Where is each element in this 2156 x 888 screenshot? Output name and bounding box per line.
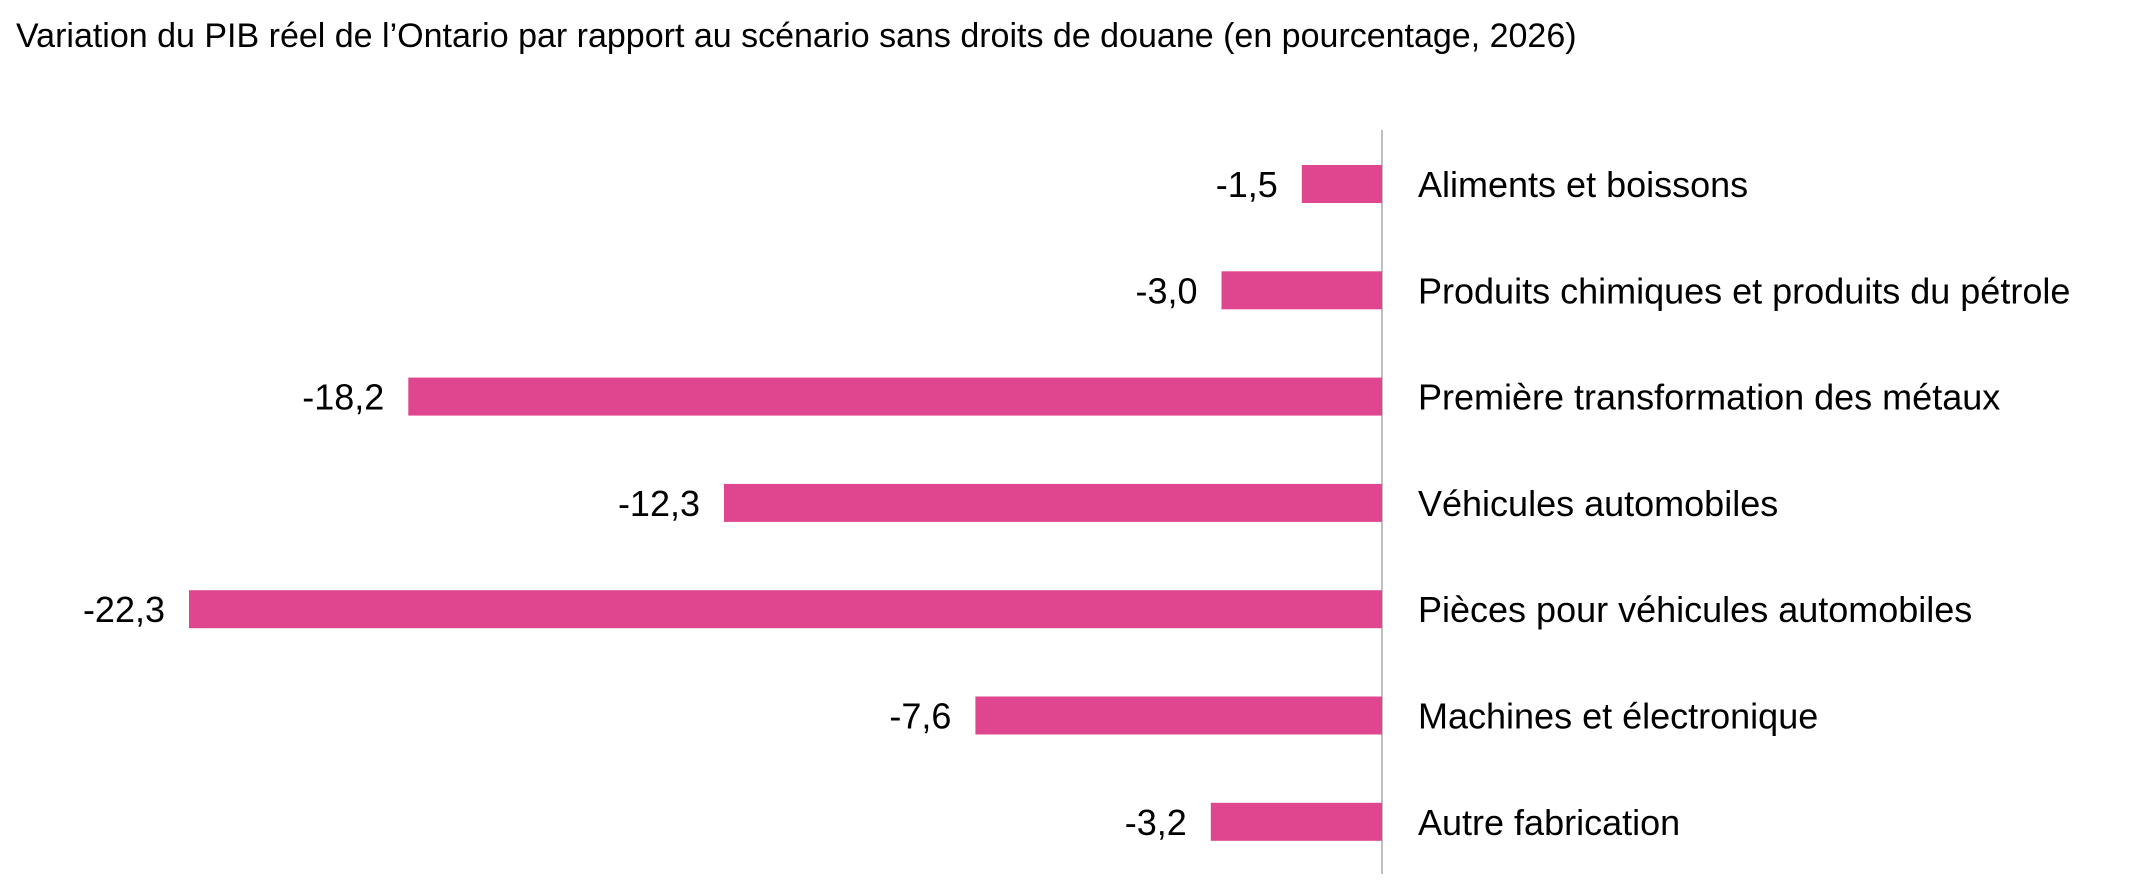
data-label: -22,3 — [83, 589, 165, 630]
data-label: -12,3 — [618, 483, 700, 524]
bars-group — [189, 165, 1382, 841]
bar — [724, 483, 1382, 522]
bar — [1301, 165, 1382, 203]
category-labels-group: Aliments et boissons Produits chimiques e… — [1418, 164, 2070, 843]
chart-title: Variation du PIB réel de l’Ontario par r… — [16, 17, 1577, 55]
data-label: -18,2 — [302, 377, 384, 418]
data-label: -1,5 — [1216, 164, 1278, 205]
data-label: -3,0 — [1135, 270, 1197, 311]
category-label: Produits chimiques et produits du pétrol… — [1418, 270, 2070, 311]
data-label: -3,2 — [1125, 802, 1187, 843]
bar — [189, 590, 1382, 629]
category-label: Aliments et boissons — [1418, 164, 1748, 205]
bar — [408, 377, 1382, 416]
category-label: Autre fabrication — [1418, 802, 1680, 843]
bar — [1221, 271, 1382, 310]
bar — [1210, 802, 1382, 841]
value-labels-group: -1,5 -3,0 -18,2 -12,3 -22,3 -7,6 -3,2 — [83, 164, 1278, 843]
data-label: -7,6 — [889, 696, 951, 737]
category-label: Machines et électronique — [1418, 696, 1818, 737]
category-label: Pièces pour véhicules automobiles — [1418, 589, 1972, 630]
bar — [975, 696, 1382, 735]
category-label: Première transformation des métaux — [1418, 377, 2000, 418]
category-label: Véhicules automobiles — [1418, 483, 1778, 524]
